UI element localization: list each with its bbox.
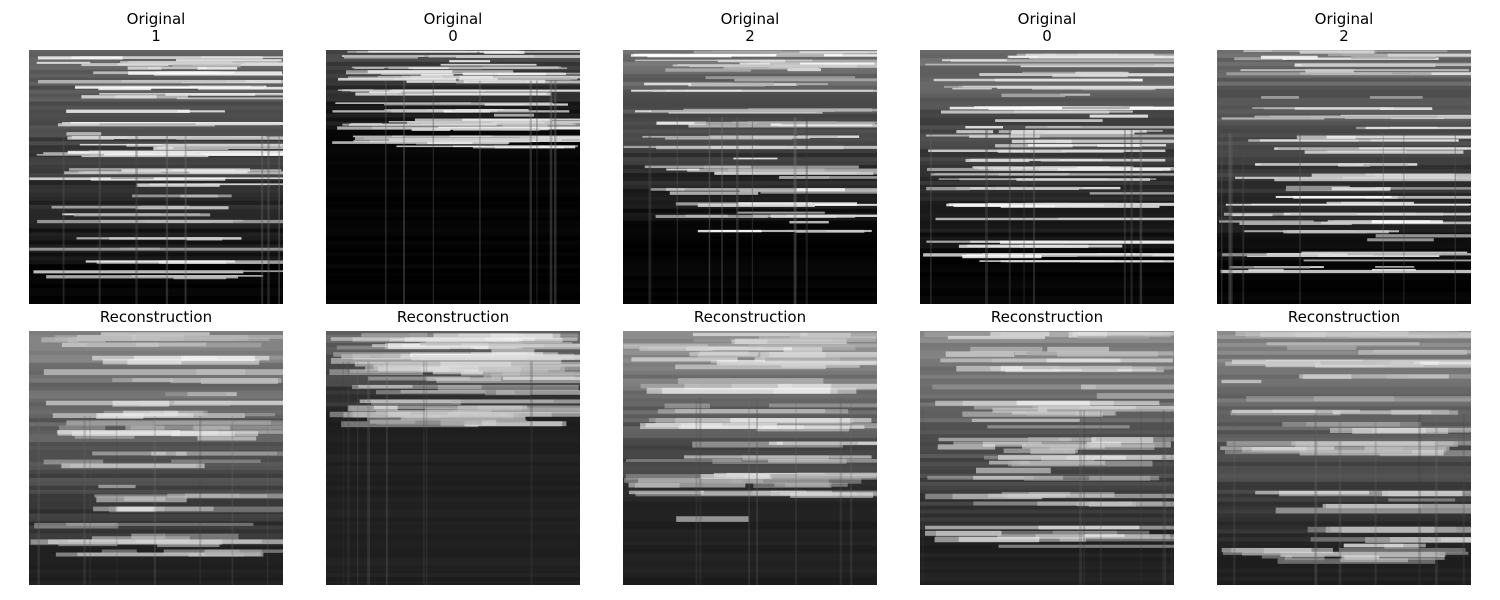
reconstruction-title-2: Reconstruction — [396, 308, 510, 326]
reconstruction-title-5: Reconstruction — [1287, 308, 1401, 326]
original-spectrogram-5 — [1217, 50, 1471, 304]
original-spectrogram-svg — [29, 50, 283, 304]
reconstruction-title-3: Reconstruction — [693, 308, 807, 326]
original-label: 2 — [745, 27, 755, 45]
original-spectrogram-2 — [326, 50, 580, 304]
original-spectrogram-svg — [326, 50, 580, 304]
original-spectrogram-3 — [623, 50, 877, 304]
figure-column-4: Original 0 Reconstruction — [920, 0, 1174, 600]
original-label: 0 — [448, 27, 458, 45]
reconstruction-spectrogram-svg — [920, 331, 1174, 585]
figure-column-3: Original 2 Reconstruction — [623, 0, 877, 600]
original-spectrogram-4 — [920, 50, 1174, 304]
original-spectrogram-1 — [29, 50, 283, 304]
figure-column-1: Original 1 Reconstruction — [29, 0, 283, 600]
original-title-4: Original 0 — [920, 11, 1174, 45]
original-label: 0 — [1042, 27, 1052, 45]
reconstruction-title-4: Reconstruction — [990, 308, 1104, 326]
original-heading: Original — [423, 10, 483, 28]
reconstruction-spectrogram-svg — [1217, 331, 1471, 585]
reconstruction-spectrogram-svg — [326, 331, 580, 585]
reconstruction-spectrogram-1 — [29, 331, 283, 585]
original-spectrogram-svg — [1217, 50, 1471, 304]
original-title-5: Original 2 — [1217, 11, 1471, 45]
original-title-1: Original 1 — [29, 11, 283, 45]
reconstruction-spectrogram-2 — [326, 331, 580, 585]
original-heading: Original — [1017, 10, 1077, 28]
figure-column-2: Original 0 Reconstruction — [326, 0, 580, 600]
figure-column-5: Original 2 Reconstruction — [1217, 0, 1471, 600]
original-title-3: Original 2 — [623, 11, 877, 45]
original-title-2: Original 0 — [326, 11, 580, 45]
original-heading: Original — [126, 10, 186, 28]
reconstruction-spectrogram-svg — [29, 331, 283, 585]
original-heading: Original — [1314, 10, 1374, 28]
reconstruction-spectrogram-4 — [920, 331, 1174, 585]
original-label: 1 — [151, 27, 161, 45]
original-spectrogram-svg — [623, 50, 877, 304]
original-spectrogram-svg — [920, 50, 1174, 304]
reconstruction-title-1: Reconstruction — [99, 308, 213, 326]
reconstruction-spectrogram-svg — [623, 331, 877, 585]
reconstruction-spectrogram-5 — [1217, 331, 1471, 585]
original-label: 2 — [1339, 27, 1349, 45]
reconstruction-spectrogram-3 — [623, 331, 877, 585]
original-heading: Original — [720, 10, 780, 28]
